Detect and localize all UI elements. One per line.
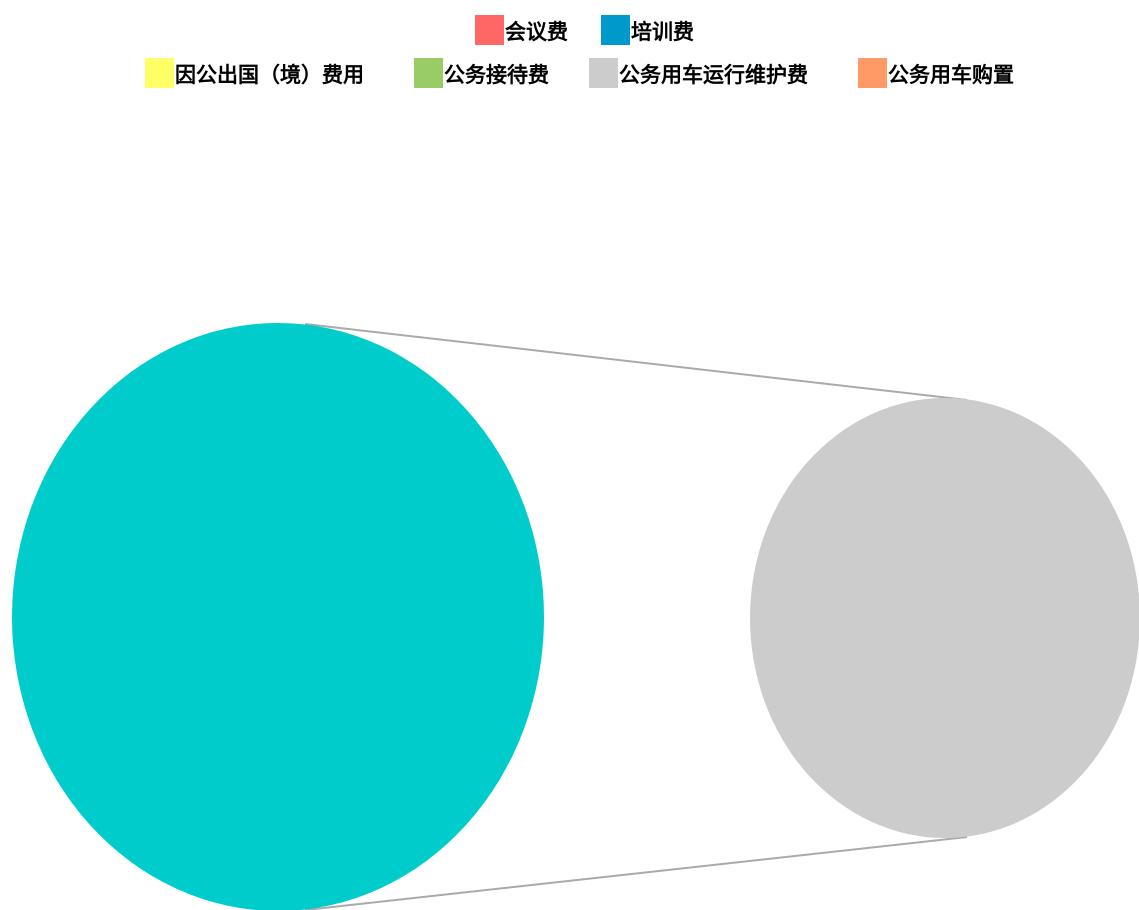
legend-swatch [601,15,630,45]
legend-label: 公务用车购置 [888,63,1014,87]
legend-item: 公务接待费 [414,58,549,88]
legend-item: 培训费 [601,15,694,45]
legend-swatch [589,58,618,88]
legend-label: 培训费 [631,20,694,44]
connector-lines [304,323,968,910]
legend-item: 会议费 [475,15,568,45]
legend-item: 因公出国（境）费用 [145,58,364,88]
legend-label: 因公出国（境）费用 [175,63,364,87]
legend-label: 公务用车运行维护费 [619,63,808,87]
legend-label: 公务接待费 [444,63,549,87]
legend-label: 会议费 [505,20,568,44]
main-pie-slice [12,323,544,910]
pies [12,323,1139,910]
connector-line-top [304,323,968,401]
secondary-pie-slice [750,398,1139,838]
legend-swatch [858,58,887,88]
legend-swatch [414,58,443,88]
legend-item: 公务用车购置 [858,58,1014,88]
legend-swatch [145,58,174,88]
connector-line-bottom [304,836,968,910]
legend-swatch [475,15,504,45]
legend-item: 公务用车运行维护费 [589,58,808,88]
